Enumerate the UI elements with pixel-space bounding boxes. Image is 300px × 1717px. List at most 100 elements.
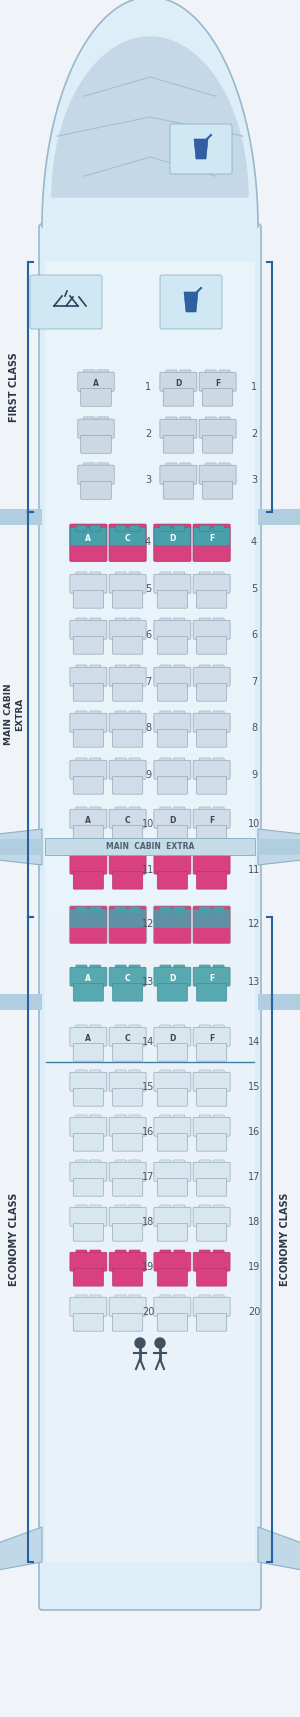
FancyBboxPatch shape [129,1295,140,1301]
Text: 5: 5 [251,584,257,594]
FancyBboxPatch shape [90,1161,101,1166]
FancyBboxPatch shape [129,572,140,579]
Polygon shape [0,1526,42,1573]
Polygon shape [258,829,300,865]
FancyBboxPatch shape [196,1133,227,1150]
FancyBboxPatch shape [196,591,227,608]
FancyBboxPatch shape [213,907,224,913]
Text: 6: 6 [251,630,257,640]
FancyBboxPatch shape [213,711,224,718]
FancyBboxPatch shape [76,1025,87,1032]
FancyBboxPatch shape [193,573,230,592]
FancyBboxPatch shape [129,1250,140,1257]
FancyBboxPatch shape [115,1070,126,1077]
FancyBboxPatch shape [90,572,101,579]
FancyBboxPatch shape [219,417,230,424]
FancyBboxPatch shape [154,907,191,943]
FancyBboxPatch shape [174,807,185,814]
FancyBboxPatch shape [174,1161,185,1166]
FancyBboxPatch shape [160,1070,171,1077]
FancyBboxPatch shape [112,1314,143,1331]
Text: 16: 16 [248,1126,260,1137]
FancyBboxPatch shape [174,853,185,858]
Text: 20: 20 [248,1307,260,1317]
FancyBboxPatch shape [115,1161,126,1166]
FancyBboxPatch shape [193,668,230,687]
FancyBboxPatch shape [157,1178,188,1197]
Text: C: C [125,534,130,544]
FancyBboxPatch shape [90,525,101,531]
FancyBboxPatch shape [70,1298,107,1317]
FancyBboxPatch shape [157,776,188,795]
FancyBboxPatch shape [129,1161,140,1166]
FancyBboxPatch shape [97,369,109,376]
FancyBboxPatch shape [73,776,104,795]
FancyBboxPatch shape [129,664,140,671]
FancyBboxPatch shape [180,464,191,469]
FancyBboxPatch shape [174,618,185,625]
FancyBboxPatch shape [90,1250,101,1257]
FancyBboxPatch shape [76,664,87,671]
FancyBboxPatch shape [160,1250,171,1257]
FancyBboxPatch shape [199,373,236,391]
FancyBboxPatch shape [154,1252,191,1271]
FancyBboxPatch shape [73,683,104,701]
FancyBboxPatch shape [115,1295,126,1301]
Text: 10: 10 [142,819,154,829]
Text: A: A [85,1034,91,1042]
FancyBboxPatch shape [112,1269,143,1286]
FancyBboxPatch shape [174,757,185,764]
FancyBboxPatch shape [174,965,185,972]
Text: 13: 13 [248,977,260,987]
FancyBboxPatch shape [193,1298,230,1317]
FancyBboxPatch shape [76,1114,87,1121]
FancyBboxPatch shape [115,965,126,972]
FancyBboxPatch shape [193,524,230,561]
FancyBboxPatch shape [154,524,191,561]
FancyBboxPatch shape [115,907,126,913]
Text: F: F [209,1034,214,1042]
FancyBboxPatch shape [193,1252,230,1271]
FancyBboxPatch shape [213,572,224,579]
FancyBboxPatch shape [160,965,171,972]
FancyBboxPatch shape [219,369,230,376]
FancyBboxPatch shape [213,1070,224,1077]
FancyBboxPatch shape [160,419,197,438]
FancyBboxPatch shape [160,807,171,814]
Bar [45,263,255,512]
FancyBboxPatch shape [112,637,143,654]
FancyBboxPatch shape [115,1250,126,1257]
FancyBboxPatch shape [112,984,143,1001]
FancyBboxPatch shape [70,1027,107,1046]
FancyBboxPatch shape [213,1205,224,1210]
Text: C: C [125,974,130,982]
FancyBboxPatch shape [115,525,126,531]
FancyBboxPatch shape [194,910,230,927]
Bar [0,994,42,1010]
FancyBboxPatch shape [193,1071,230,1090]
FancyBboxPatch shape [112,683,143,701]
Text: 11: 11 [142,865,154,876]
FancyBboxPatch shape [196,1178,227,1197]
FancyBboxPatch shape [174,1205,185,1210]
FancyBboxPatch shape [109,1162,146,1181]
FancyBboxPatch shape [109,855,146,874]
Text: 16: 16 [142,1126,154,1137]
FancyBboxPatch shape [97,417,109,424]
FancyBboxPatch shape [196,776,227,795]
FancyBboxPatch shape [202,481,233,500]
FancyBboxPatch shape [90,853,101,858]
FancyBboxPatch shape [163,388,194,407]
Text: 8: 8 [145,723,151,733]
FancyBboxPatch shape [81,481,111,500]
FancyBboxPatch shape [213,1295,224,1301]
FancyBboxPatch shape [78,465,114,484]
FancyBboxPatch shape [196,637,227,654]
FancyBboxPatch shape [90,965,101,972]
FancyBboxPatch shape [213,664,224,671]
FancyBboxPatch shape [199,525,210,531]
FancyBboxPatch shape [83,464,95,469]
Text: 17: 17 [248,1173,260,1181]
FancyBboxPatch shape [213,965,224,972]
FancyBboxPatch shape [154,809,191,828]
